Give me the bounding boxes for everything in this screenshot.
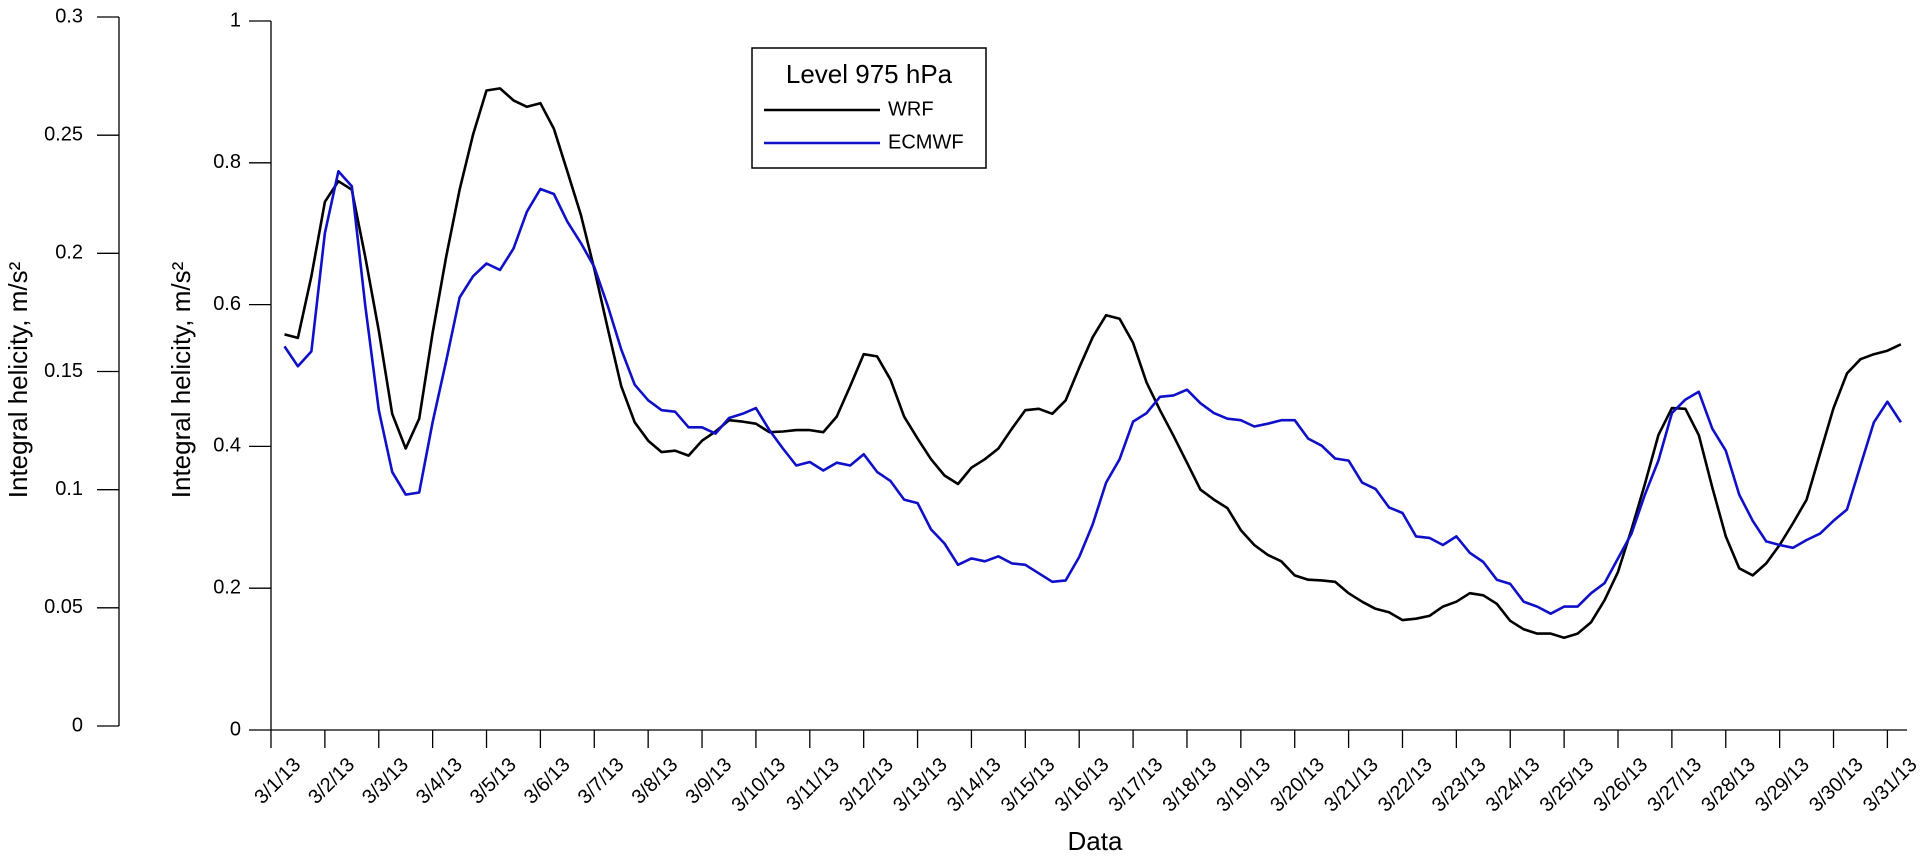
- series-line: [283, 170, 1902, 615]
- x-tick-label: 3/22/13: [1374, 754, 1437, 817]
- x-tick-label: 3/11/13: [782, 754, 844, 816]
- x-tick-label: 3/13/13: [889, 754, 952, 817]
- y-tick-label: 0.2: [213, 576, 241, 598]
- x-tick-label: 3/30/13: [1805, 754, 1868, 817]
- x-tick-label: 3/31/13: [1859, 754, 1920, 817]
- x-tick-label: 3/16/13: [1051, 754, 1114, 817]
- x-tick-label: 3/15/13: [997, 754, 1060, 817]
- x-tick-label: 3/6/13: [520, 754, 575, 809]
- x-tick-label: 3/14/13: [943, 754, 1006, 817]
- y-tick-label: 0.4: [213, 435, 241, 457]
- y2-tick-label: 0.15: [44, 360, 83, 382]
- y-tick-label: 0: [230, 718, 241, 740]
- legend-box: [751, 47, 987, 169]
- x-tick-label: 3/25/13: [1536, 754, 1599, 817]
- y-tick-label: 0.8: [213, 151, 241, 173]
- y2-tick-label: 0.05: [44, 596, 83, 618]
- y2-tick-label: 0.1: [55, 478, 83, 500]
- y2-axis-title: Integral helicity, m/s²: [3, 261, 33, 498]
- y-tick-label: 1: [230, 9, 241, 31]
- x-tick-label: 3/24/13: [1482, 754, 1545, 817]
- x-tick-label: 3/4/13: [412, 754, 467, 809]
- x-tick-label: 3/1/13: [250, 754, 305, 809]
- y2-tick-label: 0.25: [44, 123, 83, 145]
- legend-label: ECMWF: [888, 131, 964, 153]
- x-tick-label: 3/26/13: [1590, 754, 1653, 817]
- x-tick-label: 3/20/13: [1266, 754, 1329, 817]
- legend-title: Level 975 hPa: [786, 59, 953, 89]
- x-tick-label: 3/29/13: [1751, 754, 1814, 817]
- x-tick-label: 3/21/13: [1320, 754, 1383, 817]
- y2-tick-label: 0: [72, 714, 83, 736]
- x-tick-label: 3/12/13: [835, 754, 898, 817]
- x-tick-label: 3/7/13: [574, 754, 629, 809]
- x-tick-label: 3/8/13: [628, 754, 683, 809]
- x-tick-label: 3/19/13: [1212, 754, 1275, 817]
- y2-tick-label: 0.3: [55, 5, 83, 27]
- x-tick-label: 3/2/13: [304, 754, 359, 809]
- x-tick-label: 3/27/13: [1643, 754, 1706, 817]
- x-tick-label: 3/5/13: [466, 754, 521, 809]
- y-axis-title: Integral helicity, m/s²: [166, 261, 196, 498]
- x-tick-label: 3/28/13: [1697, 754, 1760, 817]
- y-tick-label: 0.6: [213, 293, 241, 315]
- legend-label: WRF: [888, 98, 934, 120]
- x-tick-label: 3/10/13: [727, 754, 790, 817]
- x-tick-label: 3/17/13: [1105, 754, 1168, 817]
- x-tick-label: 3/3/13: [358, 754, 413, 809]
- x-tick-label: 3/18/13: [1158, 754, 1221, 817]
- series-line: [284, 87, 1902, 640]
- x-tick-label: 3/23/13: [1428, 754, 1491, 817]
- x-axis-title: Data: [1068, 826, 1123, 856]
- y2-tick-label: 0.2: [55, 242, 83, 264]
